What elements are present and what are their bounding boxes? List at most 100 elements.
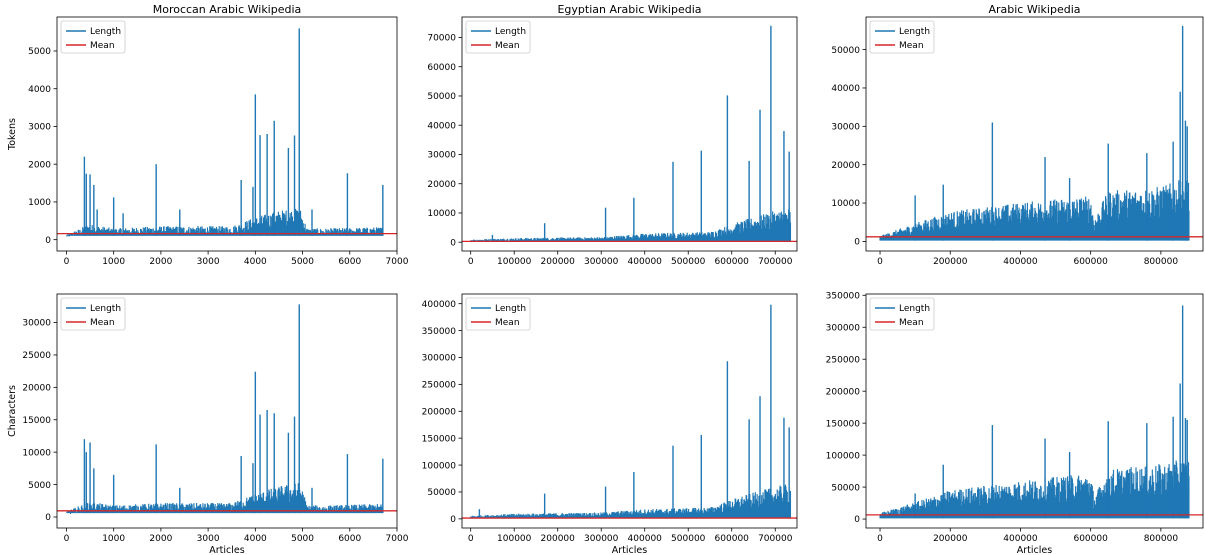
x-tick-label: 200000 [541,257,576,267]
y-axis-label: Characters [7,385,18,437]
legend-label-mean: Mean [90,41,115,51]
legend: Length Mean [60,297,126,331]
length-bulk-line [470,484,792,519]
y-tick-label: 4000 [28,85,51,95]
axes-frame [865,16,1204,252]
x-tick-label: 0 [468,257,474,267]
y-tick-label: 30000 [831,123,860,133]
y-tick-label: 10000 [22,448,51,458]
y-tick-label: 0 [450,515,456,525]
y-tick-label: 250000 [422,381,457,391]
x-tick-label: 0 [64,534,70,544]
x-tick-label: 600000 [1073,534,1108,544]
x-tick-label: 300000 [584,534,619,544]
x-tick-label: 800000 [1144,257,1179,267]
y-tick-label: 350000 [826,291,861,301]
x-tick-label: 800000 [1144,534,1179,544]
subplot: 0 100000 200000 300000 400000 500000 600000 700… [422,293,798,555]
x-tick-label: 200000 [541,534,576,544]
legend-label-length: Length [90,304,121,314]
x-tick-label: 5000 [291,257,314,267]
x-tick-label: 3000 [197,257,220,267]
y-tick-label: 5000 [28,481,51,491]
x-tick-label: 0 [877,257,883,267]
x-tick-label: 700000 [758,257,793,267]
x-tick-label: 6000 [338,257,361,267]
legend: Length Mean [869,20,935,54]
y-tick-label: 0 [854,515,860,525]
y-tick-label: 50000 [427,488,456,498]
y-tick-label: 20000 [22,384,51,394]
legend-label-length: Length [495,27,526,37]
x-tick-label: 600000 [715,534,750,544]
subplot: 0 1000 2000 3000 4000 5000 6000 7000 0 5000 10000 1… [7,293,409,555]
x-tick-label: 700000 [758,534,793,544]
axes-frame [461,16,798,252]
x-tick-label: 200000 [933,534,968,544]
x-tick-label: 1000 [102,257,125,267]
series-length [470,304,792,519]
x-axis-label: Articles [1017,545,1052,555]
y-tick-label: 10000 [427,209,456,219]
x-tick-label: 100000 [497,534,532,544]
x-tick-label: 300000 [584,257,619,267]
y-tick-label: 300000 [422,354,457,364]
legend-label-mean: Mean [495,318,520,328]
y-tick-label: 300000 [826,323,861,333]
chart-title: Moroccan Arabic Wikipedia [153,3,302,16]
y-tick-label: 5000 [28,47,51,57]
axes-frame [56,16,398,252]
y-tick-label: 100000 [422,461,457,471]
y-tick-label: 20000 [831,161,860,171]
x-tick-label: 1000 [102,534,125,544]
y-tick-label: 40000 [427,121,456,131]
legend: Length Mean [465,297,531,331]
x-tick-label: 2000 [149,257,172,267]
x-tick-label: 500000 [671,534,706,544]
length-bulk-line [879,460,1190,519]
y-tick-label: 10000 [831,199,860,209]
length-bulk-line [470,209,792,242]
y-tick-label: 0 [450,238,456,248]
y-tick-label: 20000 [427,180,456,190]
y-tick-label: 30000 [427,151,456,161]
legend: Length Mean [465,20,531,54]
x-tick-label: 0 [468,534,474,544]
y-tick-label: 0 [854,238,860,248]
legend-label-length: Length [495,304,526,314]
series-length [470,25,792,242]
x-tick-label: 7000 [386,534,409,544]
y-tick-label: 2000 [28,160,51,170]
x-tick-label: 400000 [628,534,663,544]
x-tick-label: 4000 [244,257,267,267]
subplot: 0 200000 400000 600000 800000 0 50000 100000 150… [826,291,1204,555]
series-length [879,305,1190,519]
axes-frame [865,293,1204,529]
legend: Length Mean [60,20,126,54]
axes-frame [56,293,398,529]
subplot: 0 1000 2000 3000 4000 5000 6000 7000 0 1000 2000 30… [7,3,409,267]
x-tick-label: 100000 [497,257,532,267]
y-tick-label: 15000 [22,416,51,426]
y-tick-label: 70000 [427,34,456,44]
legend-label-length: Length [90,27,121,37]
x-tick-label: 200000 [933,257,968,267]
x-tick-label: 5000 [291,534,314,544]
legend-label-mean: Mean [899,318,924,328]
series-length [879,25,1190,241]
y-tick-label: 40000 [831,84,860,94]
x-tick-label: 2000 [149,534,172,544]
x-axis-label: Articles [612,545,647,555]
x-tick-label: 600000 [1073,257,1108,267]
y-tick-label: 50000 [427,92,456,102]
legend-label-mean: Mean [495,41,520,51]
y-tick-label: 3000 [28,123,51,133]
subplot: 0 200000 400000 600000 800000 0 10000 20000 3000… [831,3,1204,267]
legend: Length Mean [869,297,935,331]
x-tick-label: 400000 [1003,534,1038,544]
x-tick-label: 400000 [1003,257,1038,267]
subplot: 0 100000 200000 300000 400000 500000 600000 700… [427,3,798,267]
x-tick-label: 0 [64,257,70,267]
y-tick-label: 1000 [28,198,51,208]
